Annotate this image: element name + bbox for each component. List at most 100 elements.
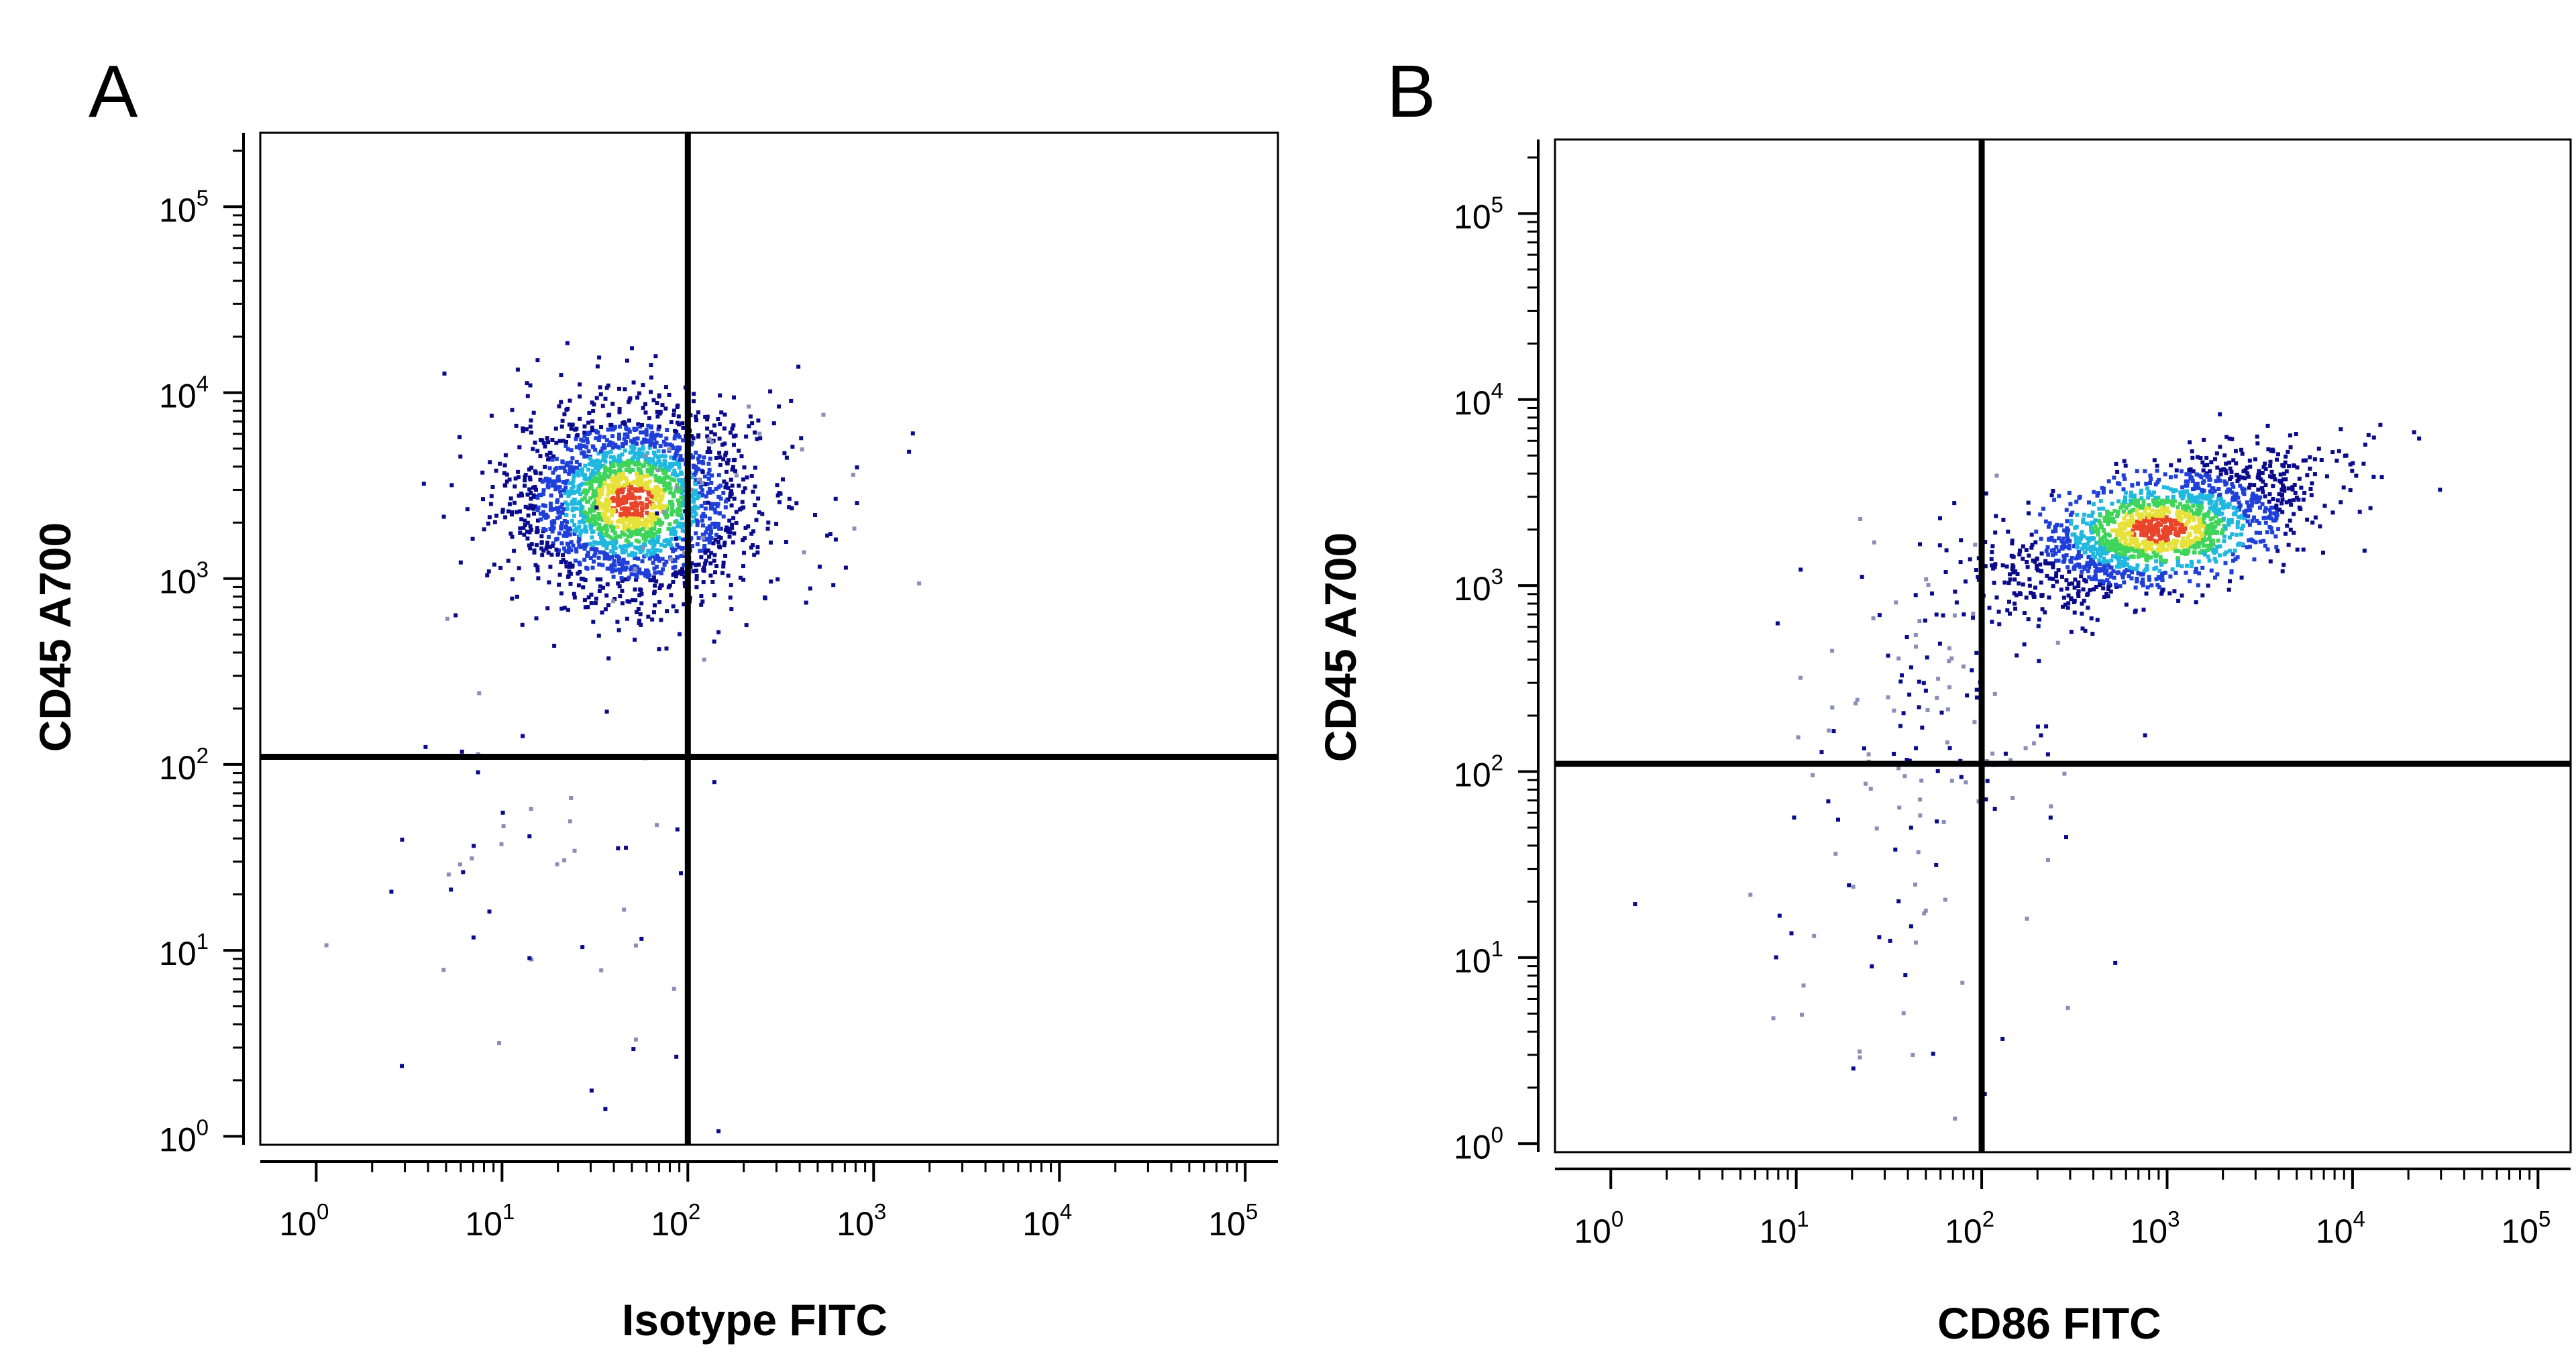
data-point: [2197, 571, 2202, 575]
data-point: [731, 540, 735, 545]
data-point: [2065, 537, 2070, 541]
data-point: [2141, 608, 2146, 612]
panel-b: B 100 100 101 101 102 102 103 103 104 104 105 105 C…: [1288, 0, 2576, 1352]
data-point: [549, 520, 554, 524]
data-point: [602, 515, 606, 520]
data-point: [2243, 513, 2247, 518]
data-point: [641, 537, 646, 541]
data-point: [592, 488, 596, 493]
data-point: [2091, 559, 2095, 564]
data-point: [593, 498, 598, 503]
data-point: [641, 527, 645, 532]
data-point: [2286, 449, 2290, 454]
data-point: [2092, 536, 2096, 541]
data-point: [2185, 484, 2190, 488]
data-point: [2133, 545, 2138, 549]
data-point: [2072, 600, 2076, 604]
data-point: [2284, 477, 2288, 482]
data-point: [2074, 556, 2079, 561]
data-point: [674, 537, 678, 541]
data-point: [608, 470, 613, 475]
data-point: [831, 583, 836, 587]
data-point: [574, 549, 579, 554]
data-point: [569, 427, 574, 431]
data-point: [523, 473, 528, 477]
data-point: [638, 612, 643, 616]
data-point: [2139, 530, 2144, 535]
data-point: [2062, 543, 2067, 547]
data-point: [623, 387, 627, 392]
data-point: [2154, 539, 2159, 544]
data-point: [1996, 610, 2001, 614]
data-point: [2288, 498, 2292, 503]
data-point: [2068, 539, 2072, 543]
data-point: [621, 498, 626, 502]
data-point: [564, 564, 569, 569]
data-point: [566, 608, 570, 612]
data-point: [1994, 473, 1999, 478]
data-point: [702, 657, 706, 662]
data-point: [694, 574, 699, 578]
data-point: [1796, 735, 1801, 740]
data-point: [608, 541, 612, 545]
data-point: [516, 469, 521, 474]
data-point: [2132, 496, 2137, 500]
data-point: [626, 459, 631, 463]
data-point: [629, 572, 634, 577]
data-point: [2110, 502, 2114, 506]
data-point: [519, 517, 524, 522]
data-point: [2295, 465, 2300, 470]
data-point: [721, 561, 726, 565]
data-point: [2069, 630, 2074, 634]
data-point: [576, 583, 581, 587]
data-point: [2287, 464, 2291, 469]
data-point: [650, 520, 655, 525]
data-point: [635, 565, 639, 569]
data-point: [669, 546, 674, 551]
data-point: [2123, 476, 2127, 481]
data-point: [694, 450, 698, 455]
data-point: [2059, 587, 2063, 592]
data-point: [2282, 486, 2286, 490]
data-point: [1953, 589, 1957, 594]
data-point: [2157, 585, 2161, 589]
data-point: [2076, 589, 2081, 594]
data-point: [646, 614, 651, 619]
data-point: [682, 581, 687, 585]
data-point: [2209, 568, 2214, 573]
data-point: [2277, 492, 2282, 496]
data-point: [655, 823, 659, 828]
data-point: [2207, 558, 2212, 563]
data-point: [1827, 728, 1831, 733]
data-point: [525, 536, 530, 541]
data-point: [649, 515, 653, 520]
data-point: [2119, 545, 2124, 549]
data-point: [637, 531, 642, 536]
data-point: [639, 486, 643, 490]
data-point: [606, 554, 610, 559]
data-point: [2065, 565, 2070, 569]
data-point: [649, 433, 653, 437]
data-point: [2112, 509, 2117, 513]
data-point: [703, 506, 708, 511]
data-point: [2180, 536, 2185, 541]
data-point: [2096, 491, 2100, 496]
data-point: [569, 460, 574, 465]
data-point: [673, 532, 677, 537]
data-point: [651, 551, 655, 556]
data-point: [2194, 486, 2198, 490]
data-point: [502, 471, 506, 475]
data-point: [2114, 549, 2119, 553]
data-point: [637, 512, 642, 516]
data-point: [590, 419, 595, 424]
data-point: [2135, 577, 2139, 581]
data-point: [2171, 526, 2176, 531]
data-point: [599, 425, 603, 429]
data-point: [670, 443, 674, 448]
data-point: [691, 497, 696, 501]
data-point: [2226, 522, 2231, 527]
data-point: [2180, 564, 2184, 569]
data-point: [725, 461, 729, 465]
data-point: [2097, 518, 2101, 523]
data-point: [2130, 501, 2135, 506]
